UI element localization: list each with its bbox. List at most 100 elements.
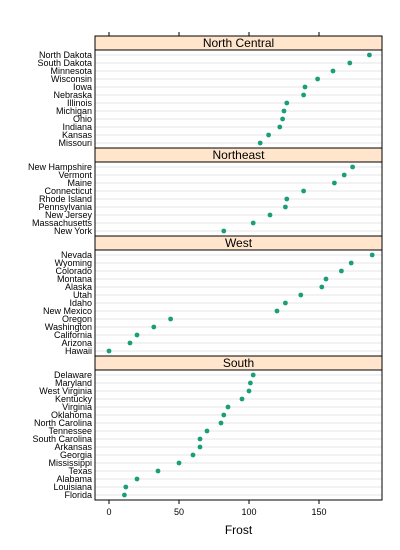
- state-label: Virginia: [62, 402, 92, 412]
- state-label: West Virginia: [39, 386, 92, 396]
- data-point: [347, 60, 353, 66]
- state-label: Arkansas: [54, 442, 92, 452]
- data-point: [301, 92, 306, 98]
- data-point: [284, 100, 290, 106]
- state-label: New York: [54, 226, 93, 236]
- panel-frame: [94, 235, 383, 357]
- x-tick-label: 50: [174, 507, 184, 517]
- state-label: Ohio: [73, 114, 92, 124]
- state-label: North Carolina: [34, 418, 92, 428]
- data-point: [298, 292, 304, 298]
- data-point: [283, 204, 288, 210]
- panel-strip-label: North Central: [203, 36, 274, 50]
- state-label: Iowa: [73, 82, 92, 92]
- x-axis: 0 50 100 150: [106, 32, 327, 517]
- state-label: Florida: [64, 490, 92, 500]
- state-label: Nebraska: [53, 90, 92, 100]
- x-axis-title: Frost: [225, 523, 253, 537]
- state-label: Arizona: [61, 338, 92, 348]
- state-label: Idaho: [69, 298, 92, 308]
- state-label: Wisconsin: [51, 74, 92, 84]
- data-point: [339, 268, 344, 274]
- state-label: Colorado: [55, 266, 92, 276]
- data-point: [248, 380, 253, 386]
- state-label: South Dakota: [37, 58, 92, 68]
- data-point: [348, 260, 354, 266]
- state-label: Michigan: [56, 106, 92, 116]
- data-point: [122, 492, 127, 498]
- state-label: Louisiana: [53, 482, 92, 492]
- state-label: Massachusetts: [32, 218, 93, 228]
- data-point: [218, 420, 224, 426]
- data-point: [204, 428, 210, 434]
- data-point: [257, 140, 263, 146]
- data-point: [127, 340, 133, 346]
- x-tick-label: 100: [241, 507, 256, 517]
- state-label: New Jersey: [45, 210, 93, 220]
- data-point: [197, 436, 203, 442]
- data-point: [221, 412, 227, 418]
- state-label: Pennsylvania: [38, 202, 92, 212]
- state-label: Kansas: [62, 130, 93, 140]
- panel-strip-label: South: [223, 356, 254, 370]
- data-point: [239, 396, 245, 402]
- state-label: Hawaii: [65, 346, 92, 356]
- data-point: [151, 324, 157, 330]
- state-label: Montana: [57, 274, 92, 284]
- state-label: Connecticut: [44, 186, 92, 196]
- state-label: Indiana: [62, 122, 92, 132]
- data-point: [267, 212, 273, 218]
- x-tick-label: 150: [311, 507, 326, 517]
- data-point: [283, 300, 288, 306]
- data-point: [301, 188, 306, 194]
- data-point: [277, 124, 283, 130]
- state-label: Mississippi: [48, 458, 92, 468]
- state-label: North Dakota: [39, 50, 92, 60]
- state-label: Maryland: [55, 378, 92, 388]
- data-point: [197, 444, 203, 450]
- state-label: Oregon: [62, 314, 92, 324]
- data-point: [246, 388, 252, 394]
- data-point: [330, 68, 336, 74]
- data-point: [250, 220, 256, 226]
- state-label: Oklahoma: [51, 410, 92, 420]
- panel-strip-label: Northeast: [212, 148, 265, 162]
- data-point: [168, 316, 174, 322]
- data-point: [176, 460, 182, 466]
- state-label: New Mexico: [43, 306, 92, 316]
- state-label: Washington: [45, 322, 92, 332]
- panel: Northeast New HampshireVermontMaineConnec…: [28, 147, 383, 237]
- state-label: Texas: [68, 466, 92, 476]
- data-point: [190, 452, 196, 458]
- data-point: [280, 116, 285, 122]
- state-label: Minnesota: [50, 66, 92, 76]
- state-label: Alabama: [56, 474, 92, 484]
- data-point: [332, 180, 337, 186]
- data-point: [123, 484, 129, 490]
- x-tick-label: 0: [106, 507, 111, 517]
- data-point: [369, 252, 375, 258]
- state-label: Alaska: [65, 282, 92, 292]
- data-point: [284, 196, 290, 202]
- state-label: Maine: [67, 178, 92, 188]
- data-point: [319, 284, 325, 290]
- panel-frame: [94, 355, 383, 501]
- state-label: Illinois: [67, 98, 93, 108]
- data-point: [323, 276, 329, 282]
- state-label: Missouri: [58, 138, 92, 148]
- data-point: [221, 228, 227, 234]
- state-label: Georgia: [60, 450, 92, 460]
- data-point: [250, 372, 256, 378]
- data-point: [367, 52, 372, 58]
- data-point: [134, 332, 140, 338]
- panel-strip-label: West: [225, 236, 253, 250]
- state-label: California: [54, 330, 92, 340]
- state-label: Wyoming: [55, 258, 92, 268]
- data-point: [274, 308, 280, 314]
- data-point: [302, 84, 308, 90]
- panel-frame: [94, 35, 383, 149]
- state-label: South Carolina: [32, 434, 92, 444]
- state-label: Tennessee: [48, 426, 92, 436]
